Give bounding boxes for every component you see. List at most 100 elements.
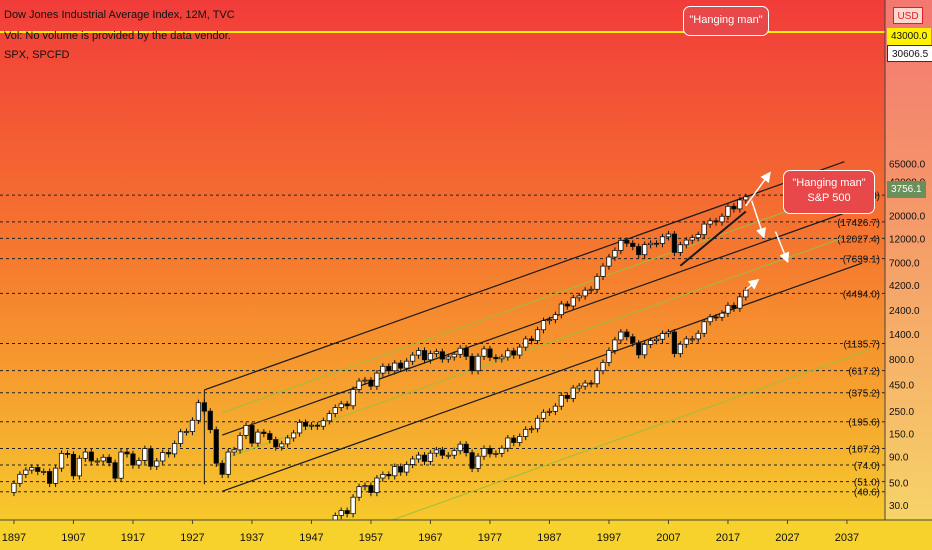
- dji-candle: [290, 432, 297, 439]
- price-box-spx: 3756.1: [887, 181, 926, 198]
- dji-candle: [124, 451, 130, 455]
- dji-candle: [183, 431, 190, 433]
- spx-candle: [499, 447, 505, 454]
- x-tick-label: 1917: [121, 532, 145, 544]
- spx-candle: [380, 474, 386, 479]
- dji-candle: [451, 353, 457, 358]
- dji-candle: [421, 350, 428, 361]
- dji-candle: [517, 346, 523, 356]
- spx-candle: [636, 342, 642, 356]
- dji-candle: [35, 467, 41, 472]
- level-label: (195.6): [848, 418, 880, 429]
- y-tick-label: 1400.0: [889, 330, 920, 341]
- spx-candle: [546, 410, 553, 413]
- spx-candle: [606, 350, 612, 363]
- spx-candle: [433, 449, 440, 454]
- dji-candle: [534, 329, 541, 341]
- compare-symbol[interactable]: SPX, SPCFD: [4, 49, 70, 61]
- dji-candle: [279, 443, 285, 448]
- time-axis[interactable]: 1897 1907 1917 1927 1937 1947 1957 1967 1977 1987…: [2, 520, 859, 544]
- y-tick-label: 2400.0: [889, 306, 920, 317]
- spx-candle: [671, 331, 678, 355]
- dji-candle: [624, 239, 630, 244]
- spx-candle: [368, 485, 374, 493]
- spx-candle: [707, 316, 713, 323]
- dji-candle: [653, 242, 660, 245]
- price-axis-panel: [885, 0, 932, 520]
- price-box-yellow-line: 43000.0: [887, 28, 932, 45]
- dji-candle: [445, 356, 451, 360]
- spx-candle: [612, 339, 618, 351]
- dji-candle: [642, 244, 648, 256]
- y-tick-label: 7000.0: [889, 258, 920, 269]
- level-label: (107.2): [848, 445, 880, 456]
- dji-candle: [64, 453, 71, 455]
- dji-candle: [136, 460, 142, 466]
- dji-candle: [552, 314, 559, 321]
- dji-candle: [701, 223, 707, 235]
- dji-candle: [29, 467, 35, 471]
- dji-candle: [457, 347, 463, 355]
- arrow: [745, 278, 760, 291]
- dji-candle: [737, 199, 743, 210]
- dji-candle: [201, 402, 207, 412]
- dji-candle: [481, 348, 487, 357]
- callout-dow-text: "Hanging man": [689, 14, 763, 26]
- y-tick-label: 12000.0: [889, 234, 926, 245]
- x-tick-label: 1927: [180, 532, 204, 544]
- dji-candle: [350, 389, 356, 407]
- candles: [11, 193, 749, 527]
- price-box-dow: 30606.5: [887, 45, 932, 62]
- dji-candle: [499, 356, 505, 360]
- level-label: (74.0): [854, 461, 880, 472]
- x-tick-label: 1897: [2, 532, 26, 544]
- dji-candle: [600, 265, 606, 277]
- dji-candle: [540, 320, 547, 331]
- y-tick-label: 4200.0: [889, 281, 920, 292]
- spx-candle: [457, 443, 463, 452]
- dji-candle: [606, 256, 612, 267]
- dji-candle: [207, 410, 213, 430]
- dji-candle: [582, 289, 588, 297]
- dji-candle: [160, 452, 166, 462]
- spx-candle: [677, 343, 683, 355]
- spx-candle: [475, 455, 481, 469]
- spx-candle: [719, 312, 725, 318]
- spx-candle: [737, 296, 743, 309]
- dji-candle: [171, 443, 178, 455]
- spx-candle: [517, 436, 523, 443]
- spx-candle: [362, 485, 368, 488]
- spx-candle: [505, 437, 511, 449]
- dji-candle: [612, 250, 618, 258]
- volume-note: Vol: No volume is provided by the data v…: [4, 30, 231, 42]
- spx-candle: [350, 496, 356, 515]
- dji-candle: [302, 421, 309, 427]
- dji-candle: [148, 448, 154, 467]
- currency-badge[interactable]: USD: [893, 7, 923, 24]
- dji-candle: [630, 242, 636, 247]
- dji-candle: [94, 460, 100, 463]
- level-label: (17426.7): [837, 218, 880, 229]
- y-tick-label: 800.0: [889, 355, 914, 366]
- spx-candle: [415, 454, 422, 460]
- dji-candle: [463, 347, 469, 357]
- dji-candle: [392, 362, 398, 372]
- annotations: [745, 171, 790, 291]
- callout-dow-hanging-man: "Hanging man": [683, 6, 769, 36]
- dji-candle: [344, 403, 350, 407]
- spx-candle: [534, 417, 541, 430]
- spx-candle: [713, 316, 719, 319]
- dji-candle: [255, 431, 261, 444]
- dji-candle: [368, 379, 374, 387]
- spx-candle: [683, 338, 689, 345]
- y-tick-label: 150.0: [889, 430, 914, 441]
- dji-candle: [409, 354, 416, 362]
- spx-candle: [338, 510, 344, 516]
- dji-candle: [529, 338, 535, 341]
- arrow: [745, 171, 771, 207]
- x-tick-label: 1967: [418, 532, 442, 544]
- spx-candle: [600, 362, 606, 372]
- dji-candle: [23, 469, 29, 475]
- dji-candle: [505, 350, 511, 358]
